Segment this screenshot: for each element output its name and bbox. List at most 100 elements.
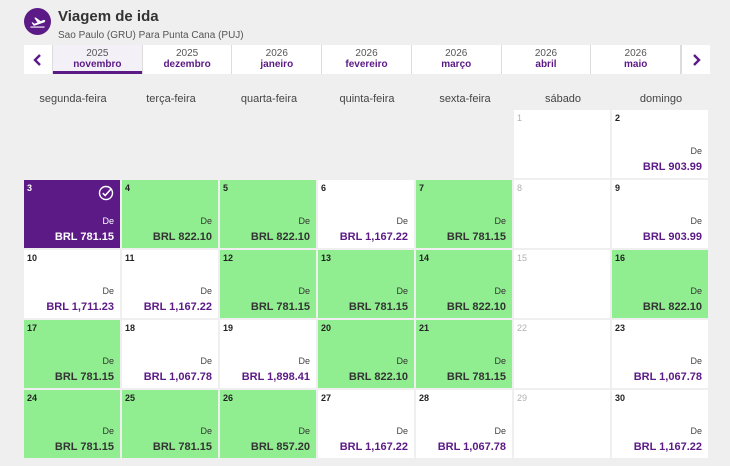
next-month-button[interactable] xyxy=(681,45,710,74)
day-number: 25 xyxy=(125,393,136,403)
tab-month-fevereiro[interactable]: 2026 fevereiro xyxy=(322,45,412,74)
fare-price: BRL 903.99 xyxy=(642,161,702,173)
month-name: novembro xyxy=(73,59,122,70)
fare-price: BRL 781.15 xyxy=(446,371,506,383)
fare-price: BRL 1,167.22 xyxy=(339,231,408,243)
day-number: 12 xyxy=(223,253,234,263)
calendar-day[interactable]: 17 De BRL 781.15 xyxy=(24,320,120,388)
calendar-day[interactable]: 6 De BRL 1,167.22 xyxy=(318,180,414,248)
day-number: 17 xyxy=(27,323,38,333)
from-label: De xyxy=(494,286,506,296)
fare-price: BRL 822.10 xyxy=(348,371,408,383)
calendar-day[interactable]: 2 De BRL 903.99 xyxy=(612,110,708,178)
month-selector: 2025 novembro 2025 dezembro 2026 janeiro… xyxy=(24,45,710,74)
month-year: 2026 xyxy=(534,48,558,59)
weekday-label: domingo xyxy=(639,93,683,105)
calendar-day[interactable]: 23 De BRL 1,067.78 xyxy=(612,320,708,388)
month-name: dezembro xyxy=(163,59,211,70)
day-number: 29 xyxy=(517,393,528,403)
calendar-blank-cell xyxy=(24,110,120,178)
day-number: 30 xyxy=(615,393,626,403)
day-number: 10 xyxy=(27,253,38,263)
tab-month-janeiro[interactable]: 2026 janeiro xyxy=(232,45,323,74)
calendar-day[interactable]: 26 De BRL 857.20 xyxy=(220,390,316,458)
day-number: 5 xyxy=(223,183,229,193)
calendar-day[interactable]: 5 De BRL 822.10 xyxy=(220,180,316,248)
tab-month-novembro[interactable]: 2025 novembro xyxy=(53,45,143,74)
fare-price: BRL 781.15 xyxy=(250,301,310,313)
day-number: 18 xyxy=(125,323,136,333)
day-number: 4 xyxy=(125,183,131,193)
check-circle-icon xyxy=(98,185,114,201)
calendar-day: 8 xyxy=(514,180,610,248)
calendar-day: 22 xyxy=(514,320,610,388)
month-name: abril xyxy=(535,59,557,70)
calendar-day[interactable]: 25 De BRL 781.15 xyxy=(122,390,218,458)
weekday-label: terça-feira xyxy=(146,93,196,105)
day-number: 13 xyxy=(321,253,332,263)
day-number: 23 xyxy=(615,323,626,333)
from-label: De xyxy=(396,426,408,436)
day-number: 24 xyxy=(27,393,38,403)
from-label: De xyxy=(298,426,310,436)
calendar-day[interactable]: 30 De BRL 1,167.22 xyxy=(612,390,708,458)
day-number: 21 xyxy=(419,323,430,333)
tab-month-maio[interactable]: 2026 maio xyxy=(591,45,682,74)
calendar-day[interactable]: 28 De BRL 1,067.78 xyxy=(416,390,512,458)
fare-price: BRL 822.10 xyxy=(642,301,702,313)
tab-month-marco[interactable]: 2026 março xyxy=(412,45,502,74)
from-label: De xyxy=(102,216,114,226)
fare-price: BRL 822.10 xyxy=(446,301,506,313)
calendar-day[interactable]: 18 De BRL 1,067.78 xyxy=(122,320,218,388)
fare-price: BRL 857.20 xyxy=(250,441,310,453)
fare-price: BRL 822.10 xyxy=(250,231,310,243)
calendar-day[interactable]: 9 De BRL 903.99 xyxy=(612,180,708,248)
calendar-day[interactable]: 19 De BRL 1,898.41 xyxy=(220,320,316,388)
calendar-day[interactable]: 20 De BRL 822.10 xyxy=(318,320,414,388)
fare-price: BRL 1,898.41 xyxy=(241,371,310,383)
month-year: 2026 xyxy=(445,48,468,59)
fare-price: BRL 1,167.22 xyxy=(143,301,212,313)
from-label: De xyxy=(690,426,702,436)
chevron-left-icon xyxy=(33,53,41,66)
fare-price: BRL 781.15 xyxy=(54,441,114,453)
calendar-day[interactable]: 14 De BRL 822.10 xyxy=(416,250,512,318)
month-year: 2025 xyxy=(175,48,199,59)
day-number: 9 xyxy=(615,183,621,193)
day-number: 6 xyxy=(321,183,327,193)
airplane-icon xyxy=(24,8,51,35)
weekday-header: segunda-feira terça-feira quarta-feira q… xyxy=(24,93,710,105)
from-label: De xyxy=(690,216,702,226)
tab-month-dezembro[interactable]: 2025 dezembro xyxy=(143,45,233,74)
calendar-day[interactable]: 27 De BRL 1,167.22 xyxy=(318,390,414,458)
calendar-blank-cell xyxy=(318,110,414,178)
calendar-blank-cell xyxy=(122,110,218,178)
day-number: 16 xyxy=(615,253,626,263)
from-label: De xyxy=(200,286,212,296)
calendar-day[interactable]: 13 De BRL 781.15 xyxy=(318,250,414,318)
tab-month-abril[interactable]: 2026 abril xyxy=(502,45,592,74)
from-label: De xyxy=(200,216,212,226)
calendar-day[interactable]: 7 De BRL 781.15 xyxy=(416,180,512,248)
calendar-day[interactable]: 10 De BRL 1,711.23 xyxy=(24,250,120,318)
from-label: De xyxy=(298,356,310,366)
calendar-day[interactable]: 11 De BRL 1,167.22 xyxy=(122,250,218,318)
calendar-day[interactable]: 4 De BRL 822.10 xyxy=(122,180,218,248)
calendar-day-selected[interactable]: 3 De BRL 781.15 xyxy=(24,180,120,248)
fare-price: BRL 781.15 xyxy=(348,301,408,313)
month-name: março xyxy=(441,59,472,70)
from-label: De xyxy=(690,286,702,296)
calendar-day[interactable]: 12 De BRL 781.15 xyxy=(220,250,316,318)
previous-month-button[interactable] xyxy=(24,45,53,74)
day-number: 2 xyxy=(615,113,621,123)
day-number: 20 xyxy=(321,323,332,333)
calendar-day[interactable]: 16 De BRL 822.10 xyxy=(612,250,708,318)
calendar-day[interactable]: 21 De BRL 781.15 xyxy=(416,320,512,388)
calendar-day[interactable]: 24 De BRL 781.15 xyxy=(24,390,120,458)
weekday-label: quarta-feira xyxy=(240,93,298,105)
weekday-label: sábado xyxy=(544,93,582,105)
fare-price: BRL 1,067.78 xyxy=(143,371,212,383)
month-year: 2025 xyxy=(86,48,109,59)
from-label: De xyxy=(102,286,114,296)
from-label: De xyxy=(102,356,114,366)
